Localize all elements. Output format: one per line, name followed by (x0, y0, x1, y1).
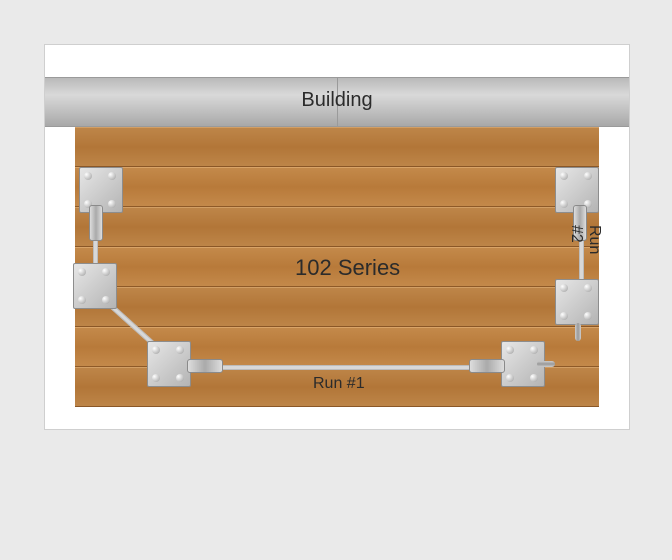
building-label: Building (45, 89, 629, 112)
series-title: 102 Series (295, 255, 400, 281)
run2-label: Run #2 (567, 225, 603, 254)
fitting-barrel (187, 359, 223, 373)
stage: Building 3-1/2" min. 3-1/2" min. 102 Ser… (44, 44, 630, 430)
threaded-stud (537, 361, 555, 367)
bracket (147, 341, 189, 393)
fitting-barrel (469, 359, 505, 373)
threaded-stud (575, 323, 581, 341)
fitting-barrel (89, 205, 103, 241)
run1-label: Run #1 (313, 375, 365, 393)
bracket (501, 341, 543, 393)
cable-run1 (191, 365, 507, 370)
diagram-canvas: Building 3-1/2" min. 3-1/2" min. 102 Ser… (0, 0, 672, 560)
bracket (73, 263, 115, 315)
